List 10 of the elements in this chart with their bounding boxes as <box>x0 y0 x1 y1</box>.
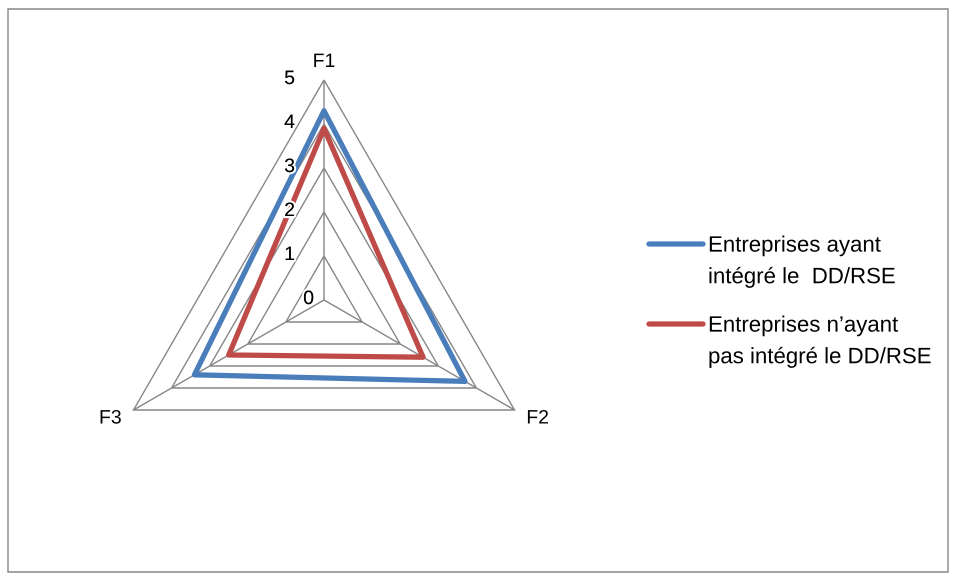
legend-label: Entreprises n’ayant pas intégré le DD/RSE <box>709 316 931 368</box>
spoke-label: F1 <box>314 54 334 67</box>
y-tick-label: 1 <box>286 246 294 260</box>
y-tick-label: 4 <box>284 114 294 128</box>
y-tick-label: 5 <box>284 70 294 84</box>
y-tick-label: 0 <box>304 290 314 304</box>
legend-label: Entreprises ayant intégré le DD/RSE <box>709 236 895 288</box>
spoke-label: F2 <box>528 410 548 424</box>
spoke-label: F3 <box>100 410 121 424</box>
y-tick-label: 3 <box>284 158 294 172</box>
